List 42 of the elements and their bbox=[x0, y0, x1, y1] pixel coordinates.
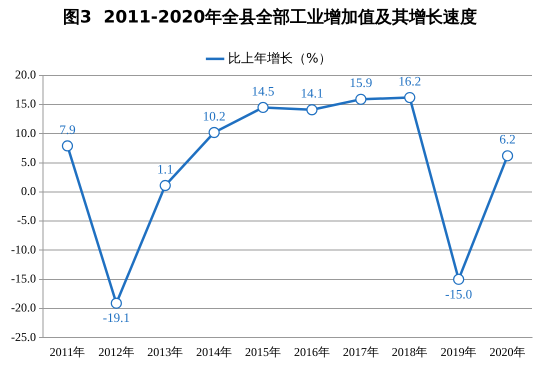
x-tick-label: 2014年 bbox=[196, 344, 232, 359]
data-label: -15.0 bbox=[445, 286, 472, 302]
data-label: -19.1 bbox=[102, 310, 130, 326]
point bbox=[306, 104, 318, 116]
x-tick-label: 2015年 bbox=[245, 344, 282, 359]
point bbox=[502, 150, 514, 162]
y-tick-label: 20.0 bbox=[14, 68, 36, 82]
y-tick-label: 15.0 bbox=[14, 96, 36, 111]
point bbox=[404, 92, 416, 104]
y-tick-label: -10.0 bbox=[10, 242, 36, 256]
point bbox=[160, 180, 171, 192]
chart-title: 图3 2011-2020年全县全部工业增加值及其增长速度 bbox=[62, 8, 478, 28]
point bbox=[62, 140, 74, 152]
x-tick-label: 2011年 bbox=[50, 344, 86, 359]
data-label: 15.9 bbox=[349, 75, 372, 90]
point bbox=[110, 298, 122, 309]
y-tick-label: 5.0 bbox=[20, 154, 36, 169]
y-tick-label: -20.0 bbox=[10, 300, 36, 315]
x-tick-label: 2017年 bbox=[342, 344, 379, 359]
x-tick-label: 2016年 bbox=[294, 344, 330, 359]
data-label: 6.2 bbox=[499, 132, 516, 147]
legend-label: 比上年增长（%） bbox=[228, 51, 332, 66]
data-label: 14.5 bbox=[252, 83, 274, 98]
x-tick-label: 2013年 bbox=[147, 344, 184, 359]
data-label: 7.9 bbox=[59, 122, 76, 137]
data-label: 1.1 bbox=[157, 161, 174, 176]
x-tick-label: 2019年 bbox=[440, 344, 477, 359]
data-label: 10.2 bbox=[202, 108, 226, 124]
data-label: 14.1 bbox=[300, 86, 324, 101]
data-label: 16.2 bbox=[398, 73, 422, 88]
point bbox=[257, 102, 269, 114]
point bbox=[355, 94, 366, 105]
y-tick-label: -25.0 bbox=[10, 330, 36, 344]
x-tick-label: 2012年 bbox=[98, 344, 134, 359]
y-tick-label: -5.0 bbox=[16, 213, 36, 228]
y-tick-label: 0.0 bbox=[20, 184, 36, 198]
y-tick-label: -15.0 bbox=[10, 271, 36, 286]
y-tick-label: 10.0 bbox=[14, 126, 36, 140]
point bbox=[453, 274, 464, 285]
x-tick-label: 2018年 bbox=[392, 344, 428, 359]
point bbox=[208, 126, 220, 138]
x-tick-label: 2020年 bbox=[490, 344, 526, 359]
